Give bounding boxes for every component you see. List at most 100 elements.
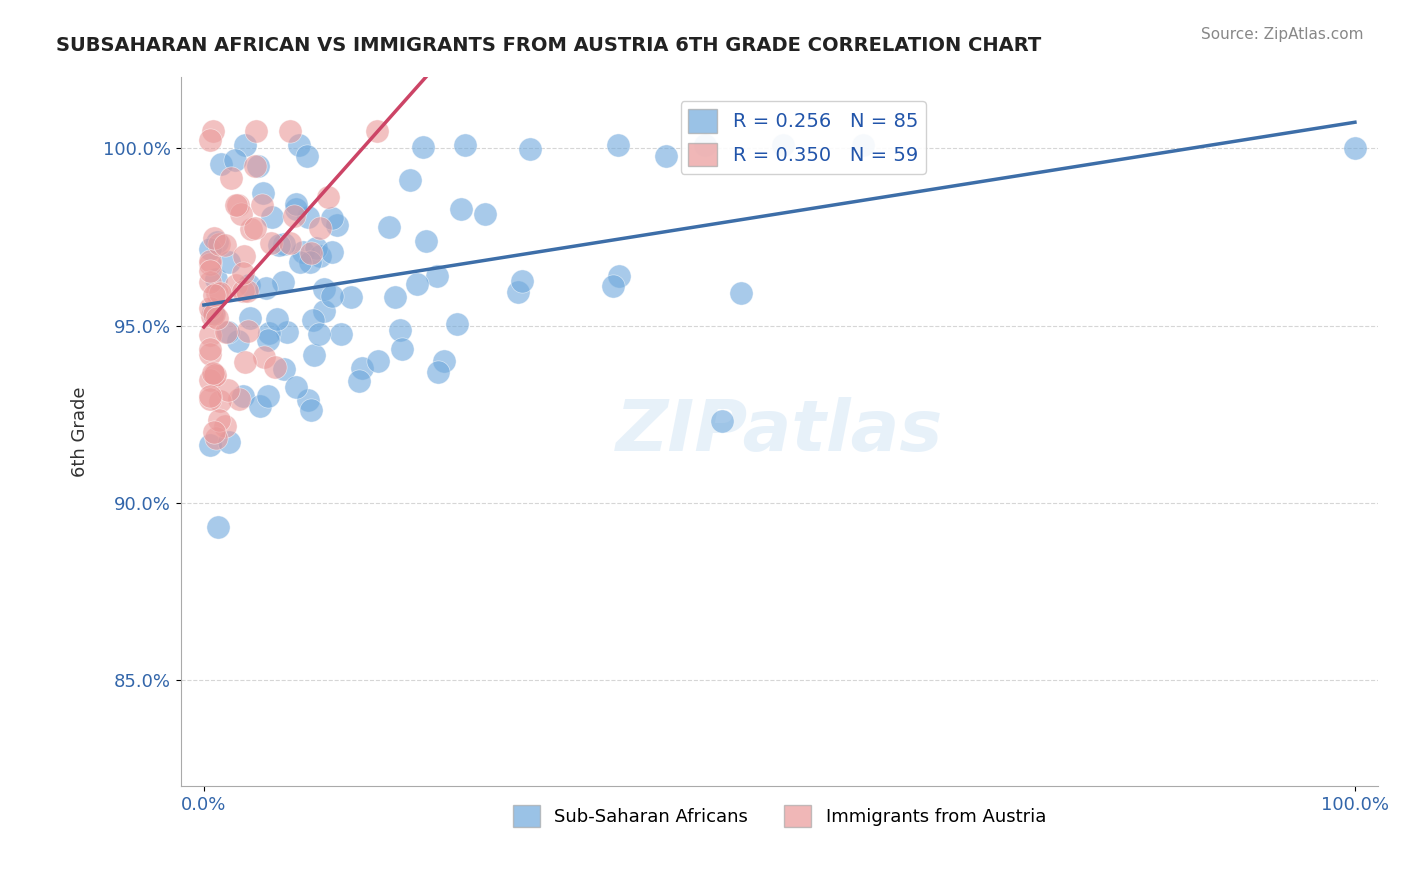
Sub-Saharan Africans: [321, 245, 343, 260]
Sub-Saharan Africans: [352, 360, 374, 375]
Immigrants from Austria: [202, 307, 225, 321]
Sub-Saharan Africans: [398, 173, 420, 187]
Immigrants from Austria: [215, 325, 238, 339]
Sub-Saharan Africans: [254, 281, 277, 295]
Immigrants from Austria: [225, 278, 247, 293]
Sub-Saharan Africans: [207, 519, 229, 533]
Immigrants from Austria: [236, 324, 259, 338]
Sub-Saharan Africans: [305, 240, 328, 254]
Sub-Saharan Africans: [389, 323, 412, 337]
Sub-Saharan Africans: [271, 276, 294, 290]
Immigrants from Austria: [202, 231, 225, 245]
Sub-Saharan Africans: [426, 269, 449, 284]
Sub-Saharan Africans: [450, 202, 472, 217]
Immigrants from Austria: [260, 236, 283, 251]
Immigrants from Austria: [240, 222, 263, 236]
Immigrants from Austria: [198, 133, 221, 147]
Immigrants from Austria: [233, 355, 256, 369]
Text: Source: ZipAtlas.com: Source: ZipAtlas.com: [1201, 27, 1364, 42]
Sub-Saharan Africans: [321, 289, 343, 303]
Sub-Saharan Africans: [299, 403, 322, 417]
Sub-Saharan Africans: [432, 354, 454, 368]
Sub-Saharan Africans: [710, 414, 733, 428]
Sub-Saharan Africans: [273, 362, 295, 376]
Sub-Saharan Africans: [217, 325, 239, 339]
Immigrants from Austria: [232, 249, 254, 263]
Sub-Saharan Africans: [730, 285, 752, 300]
Immigrants from Austria: [214, 418, 236, 433]
Sub-Saharan Africans: [256, 389, 278, 403]
Sub-Saharan Africans: [249, 399, 271, 413]
Immigrants from Austria: [250, 198, 273, 212]
Sub-Saharan Africans: [510, 274, 533, 288]
Sub-Saharan Africans: [285, 197, 308, 211]
Sub-Saharan Africans: [312, 282, 335, 296]
Sub-Saharan Africans: [256, 334, 278, 348]
Sub-Saharan Africans: [252, 186, 274, 201]
Immigrants from Austria: [204, 368, 226, 382]
Sub-Saharan Africans: [693, 137, 716, 152]
Immigrants from Austria: [217, 384, 239, 398]
Immigrants from Austria: [299, 246, 322, 260]
Immigrants from Austria: [226, 198, 249, 212]
Sub-Saharan Africans: [602, 278, 624, 293]
Sub-Saharan Africans: [218, 434, 240, 449]
Immigrants from Austria: [228, 392, 250, 407]
Sub-Saharan Africans: [367, 354, 389, 368]
Sub-Saharan Africans: [292, 244, 315, 259]
Sub-Saharan Africans: [273, 236, 295, 251]
Immigrants from Austria: [198, 264, 221, 278]
Sub-Saharan Africans: [446, 318, 468, 332]
Immigrants from Austria: [280, 123, 302, 137]
Immigrants from Austria: [278, 236, 301, 251]
Text: SUBSAHARAN AFRICAN VS IMMIGRANTS FROM AUSTRIA 6TH GRADE CORRELATION CHART: SUBSAHARAN AFRICAN VS IMMIGRANTS FROM AU…: [56, 36, 1042, 54]
Immigrants from Austria: [221, 171, 243, 186]
Sub-Saharan Africans: [309, 249, 332, 263]
Immigrants from Austria: [198, 342, 221, 356]
Sub-Saharan Africans: [347, 374, 370, 388]
Immigrants from Austria: [229, 207, 252, 221]
Immigrants from Austria: [236, 284, 259, 298]
Sub-Saharan Africans: [287, 137, 309, 152]
Sub-Saharan Africans: [209, 157, 232, 171]
Immigrants from Austria: [198, 327, 221, 342]
Legend: Sub-Saharan Africans, Immigrants from Austria: Sub-Saharan Africans, Immigrants from Au…: [506, 797, 1053, 834]
Immigrants from Austria: [253, 351, 276, 365]
Sub-Saharan Africans: [308, 326, 330, 341]
Sub-Saharan Africans: [304, 348, 326, 362]
Sub-Saharan Africans: [224, 153, 246, 168]
Sub-Saharan Africans: [232, 389, 254, 403]
Immigrants from Austria: [198, 257, 221, 271]
Immigrants from Austria: [232, 284, 254, 298]
Immigrants from Austria: [209, 285, 232, 300]
Sub-Saharan Africans: [276, 325, 298, 339]
Sub-Saharan Africans: [284, 202, 307, 217]
Immigrants from Austria: [202, 425, 225, 439]
Sub-Saharan Africans: [218, 254, 240, 268]
Immigrants from Austria: [202, 123, 225, 137]
Immigrants from Austria: [243, 220, 266, 235]
Immigrants from Austria: [208, 413, 231, 427]
Immigrants from Austria: [316, 190, 339, 204]
Sub-Saharan Africans: [298, 255, 321, 269]
Immigrants from Austria: [198, 301, 221, 315]
Sub-Saharan Africans: [454, 137, 477, 152]
Sub-Saharan Africans: [246, 160, 269, 174]
Sub-Saharan Africans: [205, 235, 228, 249]
Sub-Saharan Africans: [326, 218, 349, 232]
Immigrants from Austria: [283, 209, 305, 223]
Immigrants from Austria: [208, 393, 231, 408]
Sub-Saharan Africans: [267, 237, 290, 252]
Sub-Saharan Africans: [772, 137, 794, 152]
Immigrants from Austria: [309, 220, 332, 235]
Sub-Saharan Africans: [239, 311, 262, 326]
Sub-Saharan Africans: [415, 234, 437, 248]
Sub-Saharan Africans: [519, 142, 541, 156]
Sub-Saharan Africans: [238, 278, 260, 293]
Sub-Saharan Africans: [506, 285, 529, 300]
Sub-Saharan Africans: [852, 137, 875, 152]
Sub-Saharan Africans: [655, 149, 678, 163]
Sub-Saharan Africans: [260, 210, 283, 224]
Immigrants from Austria: [202, 368, 225, 382]
Immigrants from Austria: [264, 359, 287, 374]
